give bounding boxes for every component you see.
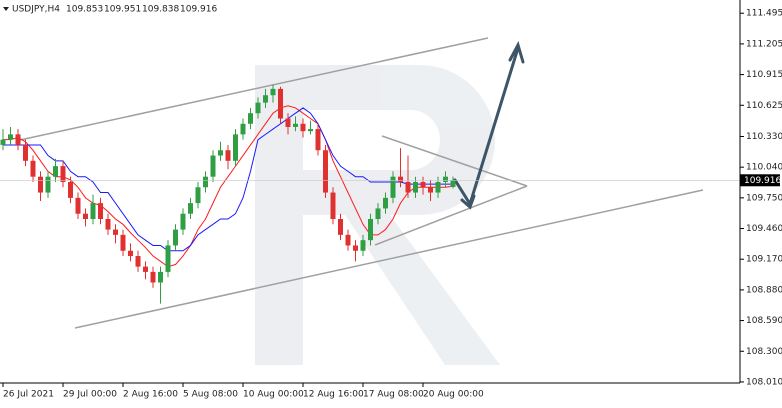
candle-body (300, 123, 306, 132)
x-tick-label: 26 Jul 2021 (3, 390, 54, 400)
candle-body (450, 180, 456, 187)
candle-body (188, 203, 193, 214)
candle-body (293, 123, 298, 127)
indicator-line (3, 107, 453, 252)
trend-lines (19, 37, 704, 329)
candle-body (120, 234, 126, 251)
close-value: 109.916 (180, 5, 217, 15)
candle-body (105, 219, 111, 230)
current-price: 109.916 (744, 176, 781, 186)
high-value: 109.951 (104, 5, 141, 15)
candle-body (390, 176, 396, 198)
candle-body (203, 176, 208, 188)
candle-body (428, 187, 433, 193)
symbol: USDJPY,H4 (12, 5, 60, 15)
indicator-line (3, 105, 454, 268)
candle-body (420, 181, 426, 188)
candle-body (128, 250, 133, 257)
x-tick-label: 20 Aug 00:00 (423, 390, 484, 400)
candle-body (8, 134, 13, 140)
y-tick-label: 109.750 (746, 193, 782, 203)
plot (0, 84, 740, 304)
candle-body (150, 271, 156, 283)
candle-body (240, 123, 246, 135)
candle-body (353, 245, 358, 251)
low-value: 109.838 (142, 5, 179, 15)
candle-body (360, 240, 366, 251)
candle-body (435, 181, 441, 193)
y-tick-label: 111.495 (746, 9, 782, 19)
candle-body (15, 134, 21, 145)
open-value: 109.853 (66, 5, 103, 15)
candle-body (90, 203, 96, 220)
y-tick-label: 109.170 (746, 255, 782, 265)
y-tick-label: 110.040 (746, 163, 782, 173)
candle-body (210, 155, 216, 177)
candle-body (158, 271, 163, 283)
y-tick-label: 108.010 (746, 377, 782, 387)
candle-body (345, 234, 351, 246)
y-tick-label: 108.300 (746, 347, 782, 357)
candle-body (375, 208, 381, 220)
candle-body (255, 102, 261, 114)
y-tick-label: 108.590 (746, 316, 782, 326)
x-tick-label: 10 Aug 00:00 (243, 390, 304, 400)
candle-body (143, 266, 148, 272)
price-box (740, 174, 780, 187)
forecast-arrows (453, 41, 525, 210)
y-tick-label: 110.330 (746, 132, 782, 142)
candle-body (180, 213, 186, 230)
candle-body (270, 88, 276, 96)
candle-body (278, 88, 283, 119)
candle-body (443, 176, 448, 182)
candle-body (285, 118, 291, 127)
candle-body (413, 181, 418, 193)
x-tick-label: 5 Aug 08:00 (183, 390, 238, 400)
candle-body (113, 229, 118, 235)
y-tick-label: 108.880 (746, 285, 782, 295)
candle-body (263, 95, 268, 103)
candle-body (165, 245, 171, 272)
candle-body (233, 134, 238, 161)
candle-body (383, 197, 388, 209)
header: USDJPY,H4 109.853 109.951 109.838 109.91… (3, 5, 217, 15)
candle-body (45, 176, 51, 193)
candle-body (68, 181, 73, 198)
candle-body (225, 150, 231, 161)
candle-body (315, 129, 321, 151)
x-tick-label: 12 Aug 16:00 (303, 390, 364, 400)
candle-body (338, 219, 343, 235)
x-tick-label: 2 Aug 16:00 (123, 390, 178, 400)
y-tick-label: 110.625 (746, 101, 782, 111)
candle-body (330, 192, 336, 220)
y-tick-label: 110.915 (746, 70, 782, 80)
y-tick-label: 111.205 (746, 39, 782, 49)
candle-body (98, 203, 103, 220)
candle-body (308, 129, 313, 132)
candle-body (53, 166, 58, 177)
candle-body (75, 197, 81, 214)
candle-body (83, 213, 88, 220)
candle-body (0, 139, 6, 145)
candle-body (218, 150, 223, 156)
candle-body (248, 113, 253, 124)
candle-body (135, 256, 141, 267)
x-tick-label: 29 Jul 00:00 (63, 390, 117, 400)
candle-body (173, 229, 178, 246)
candle-body (23, 144, 28, 161)
candle-body (60, 166, 66, 182)
candle-body (195, 187, 201, 204)
y-tick-label: 109.460 (746, 224, 782, 234)
candle-body (38, 176, 43, 193)
candle-body (405, 181, 411, 193)
candle-body (323, 150, 328, 193)
candle-body (30, 160, 36, 177)
candle-body (398, 176, 403, 182)
x-tick-label: 17 Aug 08:00 (363, 390, 424, 400)
candle-body (368, 219, 373, 241)
